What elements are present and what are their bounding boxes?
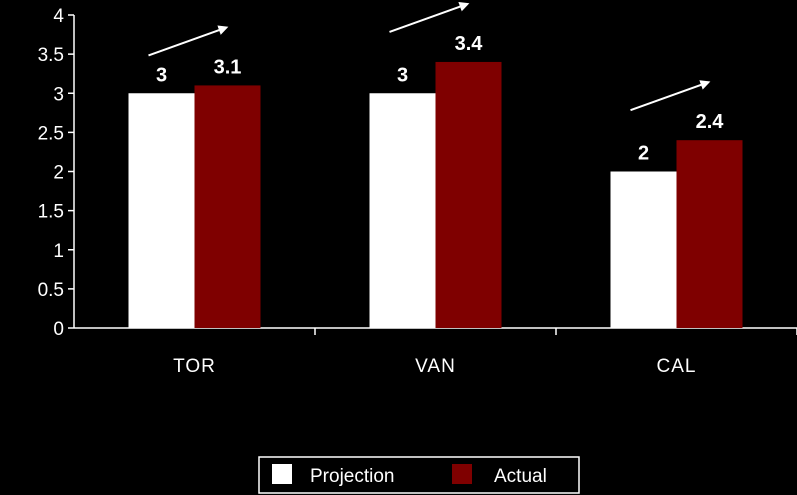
bar-projection-cal bbox=[610, 171, 677, 328]
data-label: 2 bbox=[638, 143, 649, 165]
data-label: 3 bbox=[156, 64, 167, 86]
trend-arrow-icon bbox=[389, 1, 470, 33]
x-tick-label: CAL bbox=[657, 356, 697, 377]
y-tick-label: 3.5 bbox=[38, 45, 64, 66]
data-label: 3.1 bbox=[214, 56, 242, 78]
y-tick-label: 2.5 bbox=[38, 123, 64, 144]
y-tick-label: 3 bbox=[53, 84, 64, 105]
trend-arrow-icon bbox=[148, 25, 229, 57]
legend-label-projection: Projection bbox=[310, 466, 395, 487]
bar-projection-tor bbox=[128, 93, 195, 328]
chart-legend: Projection Actual bbox=[258, 456, 580, 494]
x-tick-label: VAN bbox=[415, 356, 456, 377]
y-tick-label: 0.5 bbox=[38, 280, 64, 301]
y-tick-label: 4 bbox=[53, 6, 64, 27]
y-tick-label: 0 bbox=[53, 319, 64, 340]
legend-box bbox=[258, 456, 580, 494]
bar-actual-cal bbox=[676, 140, 743, 328]
bar-actual-van bbox=[435, 61, 502, 328]
bar-actual-tor bbox=[194, 85, 261, 328]
data-label: 3 bbox=[397, 64, 408, 86]
legend-swatch-projection bbox=[272, 464, 292, 484]
legend-swatch-actual bbox=[452, 464, 472, 484]
legend-label-actual: Actual bbox=[494, 466, 547, 487]
y-tick-label: 1.5 bbox=[38, 202, 64, 223]
data-label: 3.4 bbox=[455, 33, 484, 55]
bar-projection-van bbox=[369, 93, 436, 328]
trend-arrow-icon bbox=[630, 80, 711, 112]
y-tick-label: 1 bbox=[53, 241, 64, 262]
y-tick-label: 2 bbox=[53, 163, 64, 184]
x-tick-label: TOR bbox=[173, 356, 216, 377]
data-label: 2.4 bbox=[696, 111, 725, 133]
